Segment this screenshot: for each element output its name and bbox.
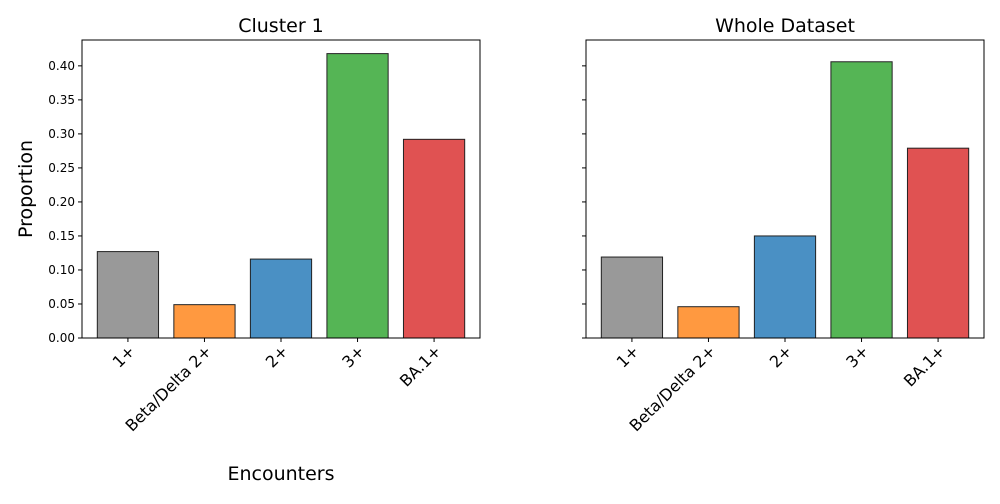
y-tick-label: 0.00 <box>48 331 75 345</box>
bar-2-1 <box>600 256 664 339</box>
chart-panel-1: 0.000.050.100.150.200.250.300.350.401+Be… <box>15 15 481 485</box>
x-tick-label: BA.1+ <box>396 341 445 390</box>
x-tick-label: 1+ <box>613 341 643 371</box>
x-tick-label: 2+ <box>766 341 796 371</box>
x-axis-label: Encounters <box>227 463 334 485</box>
x-tick-label: 3+ <box>338 341 368 371</box>
bar-2-4 <box>830 61 893 339</box>
y-tick-label: 0.05 <box>48 297 75 311</box>
bar-2-2 <box>677 306 740 339</box>
y-tick-label: 0.10 <box>48 263 75 277</box>
bar-2-3 <box>753 235 817 339</box>
bar-2-5 <box>906 147 970 339</box>
x-tick-label: BA.1+ <box>900 341 949 390</box>
y-tick-label: 0.30 <box>48 127 75 141</box>
y-tick-label: 0.40 <box>48 59 75 73</box>
y-axis-label: Proportion <box>15 140 37 238</box>
bar-1-4 <box>326 53 389 339</box>
x-tick-label: 1+ <box>109 341 139 371</box>
chart-title: Cluster 1 <box>238 15 324 37</box>
y-tick-label: 0.25 <box>48 161 75 175</box>
bar-1-2 <box>173 304 236 339</box>
chart-panel-2: 1+Beta/Delta 2+ 2+ 3+ BA.1+Whole Dataset <box>582 15 985 435</box>
bar-1-3 <box>249 258 313 339</box>
chart-title: Whole Dataset <box>715 15 855 37</box>
x-tick-label: 2+ <box>262 341 292 371</box>
y-tick-label: 0.15 <box>48 229 75 243</box>
bar-1-5 <box>402 138 466 339</box>
bar-1-1 <box>96 251 160 339</box>
y-tick-label: 0.20 <box>48 195 75 209</box>
x-tick-label: 3+ <box>842 341 872 371</box>
y-tick-label: 0.35 <box>48 93 75 107</box>
